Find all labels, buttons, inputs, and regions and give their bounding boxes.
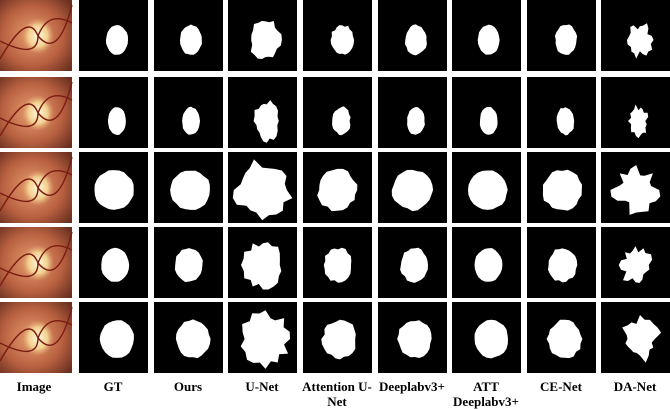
mask-region bbox=[480, 107, 498, 135]
column-label: Ours bbox=[152, 379, 224, 394]
column-label: CE-Net bbox=[525, 379, 597, 394]
column-label: DA-Net bbox=[599, 379, 670, 394]
column-label: Image bbox=[0, 379, 70, 394]
column-label: ATT Deeplabv3+ bbox=[450, 379, 522, 409]
column-label: Deeplabv3+ bbox=[376, 379, 448, 394]
column-label: U-Net bbox=[226, 379, 298, 394]
figure: Image GTOursU-NetAttention U-NetDeeplabv3… bbox=[0, 0, 670, 409]
segmentation-grid bbox=[0, 0, 670, 376]
column-label: GT bbox=[77, 379, 149, 394]
column-label: Attention U-Net bbox=[301, 379, 373, 409]
